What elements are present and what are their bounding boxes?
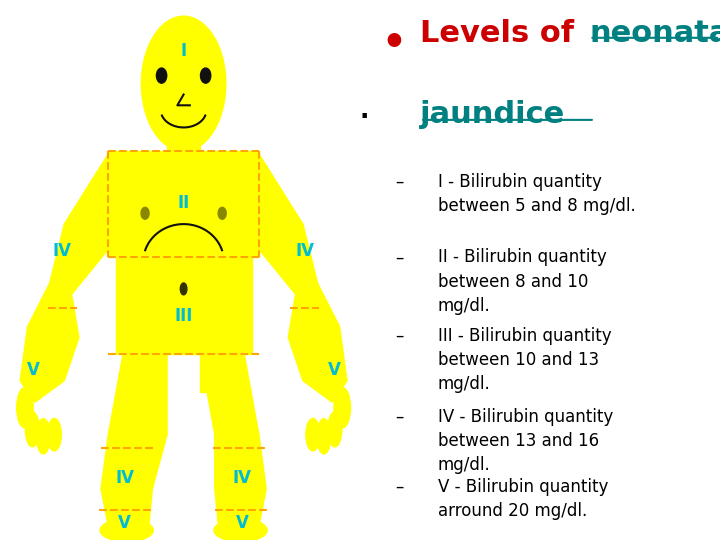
Bar: [200, 351, 243, 392]
Ellipse shape: [180, 283, 187, 295]
Text: –: –: [395, 173, 404, 191]
Text: –: –: [395, 248, 404, 266]
Text: V: V: [27, 361, 40, 379]
Bar: [108, 151, 259, 256]
Text: III: III: [174, 307, 193, 325]
Polygon shape: [215, 435, 266, 526]
Text: –: –: [395, 327, 404, 345]
Ellipse shape: [100, 519, 153, 540]
Ellipse shape: [306, 418, 320, 451]
Text: neonatal: neonatal: [590, 19, 720, 48]
Ellipse shape: [36, 419, 50, 454]
Text: .: .: [359, 99, 369, 123]
Polygon shape: [237, 154, 318, 294]
Text: V: V: [328, 361, 341, 379]
Polygon shape: [50, 154, 130, 294]
Text: –: –: [395, 478, 404, 496]
Text: II: II: [177, 193, 190, 212]
Text: IV: IV: [233, 469, 252, 487]
Ellipse shape: [214, 519, 267, 540]
Ellipse shape: [156, 68, 167, 83]
Text: •: •: [382, 24, 406, 62]
Bar: [116, 254, 251, 354]
Ellipse shape: [25, 411, 40, 447]
Ellipse shape: [334, 388, 351, 428]
Polygon shape: [101, 435, 153, 526]
Polygon shape: [20, 284, 79, 402]
Text: IV - Bilirubin quantity
between 13 and 16
mg/dl.: IV - Bilirubin quantity between 13 and 1…: [438, 408, 613, 474]
Text: V: V: [236, 514, 249, 532]
Ellipse shape: [317, 419, 331, 454]
Text: jaundice: jaundice: [420, 100, 565, 129]
Text: IV: IV: [115, 469, 135, 487]
Text: –: –: [395, 408, 404, 426]
Text: III - Bilirubin quantity
between 10 and 13
mg/dl.: III - Bilirubin quantity between 10 and …: [438, 327, 611, 393]
Polygon shape: [200, 354, 259, 489]
Polygon shape: [108, 354, 167, 489]
Ellipse shape: [141, 16, 226, 151]
Text: IV: IV: [53, 242, 72, 260]
Text: II - Bilirubin quantity
between 8 and 10
mg/dl.: II - Bilirubin quantity between 8 and 10…: [438, 248, 606, 315]
Ellipse shape: [218, 207, 226, 219]
Text: I: I: [181, 42, 186, 60]
Polygon shape: [288, 284, 347, 402]
Ellipse shape: [48, 418, 61, 451]
Bar: [123, 351, 166, 392]
Ellipse shape: [200, 68, 211, 83]
Text: Levels of: Levels of: [420, 19, 585, 48]
Ellipse shape: [17, 388, 33, 428]
Ellipse shape: [141, 207, 149, 219]
Text: V - Bilirubin quantity
arround 20 mg/dl.: V - Bilirubin quantity arround 20 mg/dl.: [438, 478, 608, 520]
Bar: [167, 116, 200, 151]
Text: IV: IV: [295, 242, 314, 260]
Ellipse shape: [328, 411, 342, 447]
Text: I - Bilirubin quantity
between 5 and 8 mg/dl.: I - Bilirubin quantity between 5 and 8 m…: [438, 173, 636, 215]
Text: V: V: [118, 514, 131, 532]
